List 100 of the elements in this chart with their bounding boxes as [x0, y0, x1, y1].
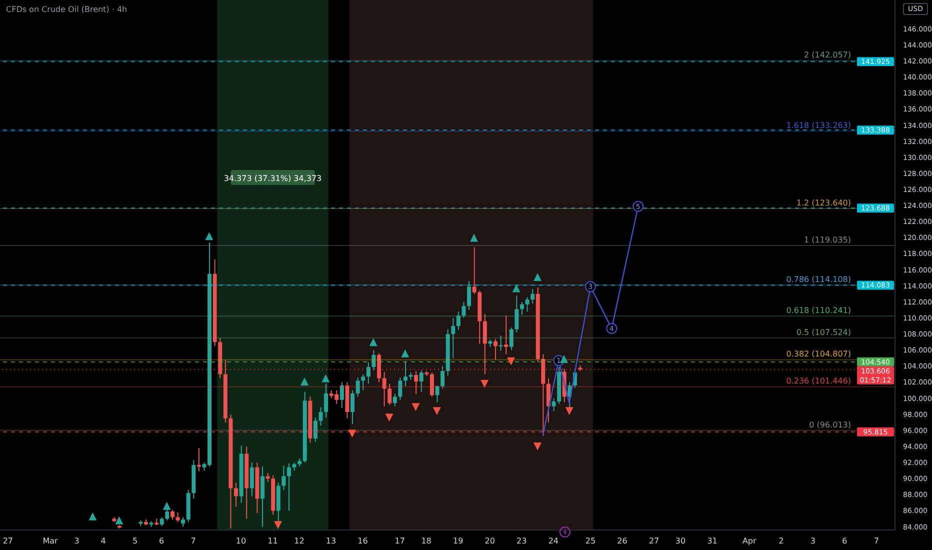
candlestick — [260, 466, 264, 528]
candlestick — [361, 374, 366, 391]
point — [470, 234, 478, 242]
ref-line-label: 0.786 (114.108) — [786, 275, 851, 284]
point — [115, 516, 124, 524]
point — [534, 442, 542, 450]
candlestick — [430, 372, 434, 398]
candlestick — [530, 288, 535, 304]
candlestick — [181, 516, 186, 528]
x-tick-label: 6 — [158, 536, 164, 546]
x-tick-label: 16 — [358, 536, 368, 546]
point — [401, 349, 410, 358]
x-tick-label: 23 — [516, 536, 527, 546]
x-tick-label: Mar — [42, 536, 59, 546]
point — [432, 407, 441, 416]
ref-line-label: 1.2 (123.640) — [796, 198, 851, 208]
x-tick-label: 17 — [394, 536, 405, 546]
point — [348, 430, 356, 438]
point — [480, 380, 489, 388]
x-tick-label: 20 — [484, 536, 495, 546]
ref-line-label: 1.618 (133.263) — [786, 121, 851, 130]
candlestick — [509, 327, 514, 351]
candlestick — [388, 383, 392, 406]
annotation: 34.373 (37.31%) 34,373 — [224, 174, 322, 183]
candlestick — [419, 370, 424, 392]
x-tick-label: 27 — [648, 536, 660, 546]
x-tick-label: 24 — [548, 536, 559, 546]
x-tick-label: 3 — [810, 536, 816, 546]
candlestick — [498, 335, 503, 352]
x-tick-label: 3 — [74, 536, 80, 546]
candlestick — [282, 465, 286, 490]
x-tick-label: 7 — [190, 536, 196, 546]
candlestick — [176, 512, 180, 522]
candlestick — [456, 311, 460, 331]
x-tick-label: 18 — [421, 536, 432, 546]
x-tick-label: 12 — [294, 536, 304, 546]
point — [512, 284, 520, 292]
x-tick-label: 27 — [2, 536, 14, 546]
ref-line-label: 0.618 (110.241) — [786, 306, 851, 316]
x-tick-label: 19 — [453, 536, 464, 546]
point — [88, 512, 97, 520]
ref-line-label: 1 (119.035) — [804, 235, 851, 244]
candlestick — [366, 362, 370, 384]
candlestick — [435, 384, 440, 403]
candlestick — [403, 360, 408, 387]
candlestick — [350, 390, 355, 424]
candlestick — [472, 246, 476, 294]
x-tick-label: 30 — [675, 536, 686, 546]
candlestick — [382, 371, 386, 407]
ref-line-label: 0.5 (107.524) — [796, 328, 851, 337]
candlestick — [440, 366, 445, 390]
x-tick-label: 31 — [707, 536, 718, 546]
candlestick — [392, 392, 397, 407]
point — [412, 403, 420, 412]
point — [385, 414, 394, 422]
x-tick-label: 7 — [874, 536, 880, 546]
candlestick — [313, 417, 318, 442]
candlestick — [552, 398, 556, 412]
text: CFDs on Crude Oil (Brent) · 4h — [6, 5, 128, 14]
point — [274, 521, 282, 530]
point — [369, 338, 378, 346]
ref-line-label: 2 (142.057) — [804, 50, 851, 60]
candlestick — [318, 406, 323, 426]
candlestick — [514, 295, 519, 333]
candlestick — [494, 338, 498, 360]
candlestick — [372, 350, 376, 371]
candlestick — [250, 462, 254, 497]
point — [565, 407, 574, 416]
x-tick-label: 6 — [842, 536, 848, 546]
candlestick — [170, 509, 174, 520]
candlestick — [451, 318, 456, 359]
point — [162, 502, 171, 510]
point — [560, 354, 568, 363]
x-tick-label: 25 — [585, 536, 596, 546]
ref-line-label: 0 (96.013) — [809, 420, 851, 430]
candlestick — [340, 382, 344, 408]
x-tick-label: 13 — [326, 536, 336, 546]
x-tick-label: 2 — [778, 536, 784, 546]
candlestick — [504, 315, 508, 355]
candlestick — [324, 383, 328, 418]
ref-line-label: 0.382 (104.807) — [786, 350, 851, 359]
point — [507, 357, 516, 366]
candlestick — [286, 462, 291, 512]
x-tick-label: 4 — [100, 536, 106, 546]
x-tick-label: 11 — [268, 536, 278, 546]
candlestick — [377, 352, 382, 383]
candlestick — [520, 301, 524, 316]
candlestick — [196, 448, 201, 472]
candlestick — [356, 376, 360, 398]
x-tick-label: Apr — [742, 536, 757, 546]
candlestick — [414, 370, 418, 395]
point — [205, 232, 214, 240]
x-tick-label: 5 — [132, 536, 138, 546]
point — [322, 374, 330, 382]
point — [300, 377, 309, 386]
candlestick — [525, 296, 530, 312]
candlestick — [398, 376, 402, 400]
candlestick — [467, 280, 472, 310]
candlestick — [546, 378, 550, 423]
candlestick — [482, 313, 487, 375]
